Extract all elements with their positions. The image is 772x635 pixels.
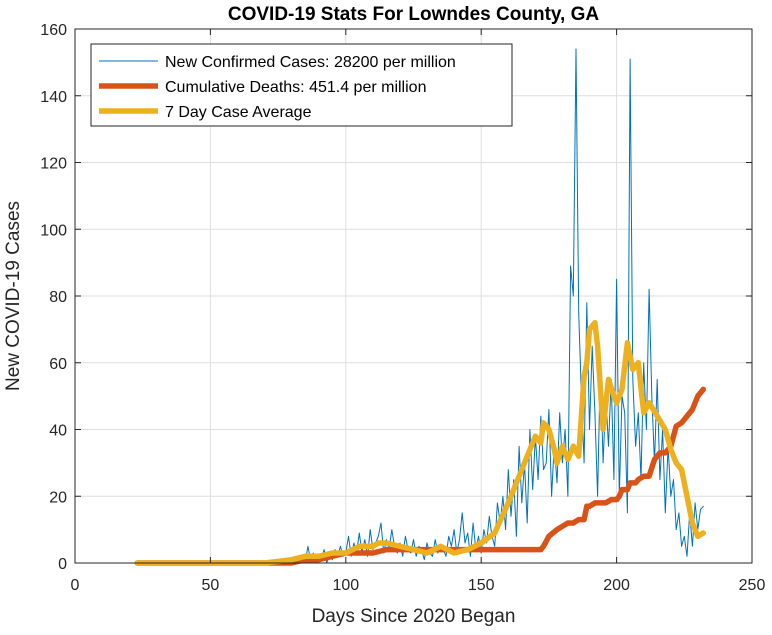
y-tick-label: 20: [49, 489, 67, 506]
x-tick-label: 200: [603, 577, 630, 594]
y-tick-label: 0: [58, 556, 67, 573]
chart-title: COVID-19 Stats For Lowndes County, GA: [228, 4, 600, 25]
y-tick-label: 60: [49, 356, 67, 373]
y-tick-label: 80: [49, 289, 67, 306]
y-tick-label: 100: [40, 222, 67, 239]
legend: New Confirmed Cases: 28200 per million Cu…: [90, 43, 513, 127]
legend-label-new-confirmed-cases: New Confirmed Cases: 28200 per million: [165, 54, 456, 71]
legend-label-cumulative-deaths: Cumulative Deaths: 451.4 per million: [165, 79, 426, 96]
y-axis-label: New COVID-19 Cases: [3, 201, 24, 391]
ticks: 0 50 100 150 200 250 0 20 40 60 80 100 120 140 160: [40, 22, 765, 594]
legend-box: [90, 43, 513, 127]
x-tick-label: 250: [739, 577, 766, 594]
legend-label-7-day-case-average: 7 Day Case Average: [165, 104, 312, 121]
x-tick-label: 50: [202, 577, 220, 594]
series-line-7-day-case-average: [134, 319, 707, 566]
y-tick-label: 120: [40, 156, 67, 173]
y-tick-label: 140: [40, 89, 67, 106]
y-tick-label: 160: [40, 22, 67, 39]
x-tick-label: 0: [71, 577, 80, 594]
y-tick-label: 40: [49, 423, 67, 440]
series-line-cumulative-deaths: [134, 386, 707, 566]
x-axis-label: Days Since 2020 Began: [312, 606, 516, 627]
x-tick-label: 150: [468, 577, 495, 594]
series-layer: [134, 48, 707, 566]
x-tick-label: 100: [332, 577, 359, 594]
